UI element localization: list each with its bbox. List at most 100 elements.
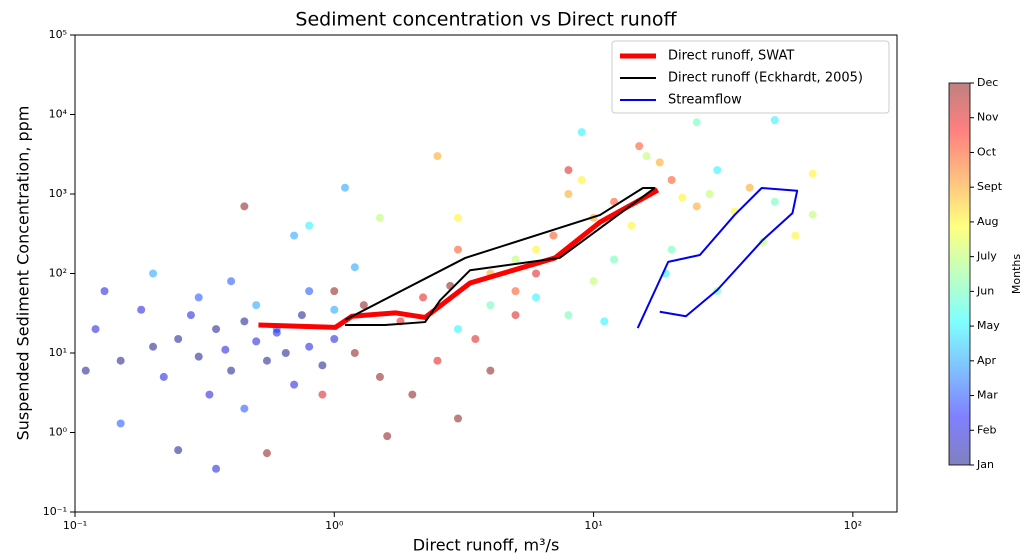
scatter-point [627, 221, 636, 230]
x-tick-label: 10⁰ [325, 519, 344, 532]
scatter-point [770, 116, 779, 125]
scatter-point [227, 277, 236, 286]
colorbar-tick-label: Dec [977, 76, 998, 89]
scatter-point [511, 311, 520, 320]
scatter-point [297, 311, 306, 320]
scatter-point [350, 263, 359, 272]
scatter-point [745, 183, 754, 192]
legend-label: Direct runoff (Eckhardt, 2005) [668, 71, 863, 86]
scatter-point [305, 342, 314, 351]
scatter-point [655, 158, 664, 167]
x-tick-label: 10¹ [584, 519, 602, 532]
scatter-point [511, 287, 520, 296]
y-axis-label: Suspended Sediment Concentration, ppm [14, 106, 33, 441]
scatter-point [227, 366, 236, 375]
scatter-point [678, 193, 687, 202]
scatter-point [330, 305, 339, 314]
colorbar-tick-label: Feb [977, 423, 996, 436]
scatter-point [564, 190, 573, 198]
scatter-point [511, 255, 520, 264]
scatter-point [600, 317, 609, 326]
scatter-point [149, 269, 158, 278]
scatter-point [205, 390, 214, 399]
scatter-point [667, 245, 676, 254]
scatter-point [692, 202, 701, 211]
scatter-point [577, 128, 586, 137]
y-tick-label: 10¹ [49, 346, 67, 359]
y-tick-label: 10⁵ [49, 28, 67, 41]
colorbar-tick-label: Jan [976, 458, 994, 471]
scatter-point [262, 356, 271, 365]
scatter-point [305, 221, 314, 230]
scatter-point [471, 335, 480, 344]
colorbar-tick-label: Apr [977, 354, 997, 367]
scatter-point [212, 325, 221, 334]
colorbar-tick-label: Mar [977, 389, 998, 402]
scatter-point [221, 345, 230, 354]
series-line [258, 187, 660, 330]
scatter-point [433, 152, 442, 161]
y-tick-label: 10⁻¹ [43, 505, 67, 518]
scatter-point [91, 325, 100, 334]
scatter-point [549, 231, 558, 240]
scatter-point [433, 356, 442, 365]
y-tick-label: 10⁴ [49, 108, 68, 121]
y-tick-label: 10² [49, 267, 67, 280]
scatter-point [564, 166, 573, 175]
scatter-point [194, 293, 203, 302]
series-line [344, 186, 656, 327]
scatter-point [635, 142, 644, 151]
scatter-point [577, 176, 586, 185]
colorbar-tick-label: May [977, 319, 1000, 332]
scatter-point [212, 464, 221, 473]
scatter-point [383, 432, 392, 441]
scatter-point [262, 449, 271, 458]
colorbar-tick-label: Oct [977, 145, 997, 158]
scatter-point [758, 237, 767, 246]
colorbar-label: Months [1010, 254, 1023, 294]
scatter-point [705, 190, 714, 198]
colorbar-tick-label: Nov [977, 111, 999, 124]
scatter-point [532, 269, 541, 278]
scatter-point [791, 231, 800, 240]
y-tick-label: 10³ [49, 187, 67, 200]
scatter-point [240, 202, 249, 211]
scatter-point [281, 349, 290, 357]
scatter-point [610, 197, 619, 206]
scatter-point [453, 325, 462, 334]
scatter-point [642, 152, 651, 161]
scatter-point [290, 231, 299, 240]
scatter-point [318, 390, 327, 399]
colorbar [948, 82, 971, 466]
scatter-point [174, 335, 183, 344]
scatter-point [808, 210, 817, 219]
x-tick-label: 10² [844, 519, 862, 532]
scatter-point [116, 419, 125, 428]
scatter-point [532, 245, 541, 254]
scatter-point [375, 372, 384, 381]
scatter-point [149, 342, 158, 351]
scatter-point [290, 380, 299, 389]
scatter-point [341, 183, 350, 192]
colorbar-tick-label: Jun [976, 284, 994, 297]
colorbar-tick-label: Sept [977, 180, 1003, 193]
scatter-point [330, 287, 339, 296]
scatter-point [194, 352, 203, 361]
scatter-point [532, 293, 541, 302]
legend-label: Direct runoff, SWAT [668, 49, 794, 64]
scatter-point [81, 366, 90, 375]
scatter-point [610, 255, 619, 264]
scatter-point [330, 335, 339, 344]
scatter-point [159, 372, 168, 381]
scatter-point [453, 414, 462, 423]
scatter-point [419, 293, 428, 302]
scatter-point [359, 301, 368, 310]
legend-box [611, 40, 890, 114]
scatter-point [137, 305, 146, 314]
scatter-point [486, 366, 495, 375]
scatter-point [808, 169, 817, 178]
scatter-point [453, 245, 462, 254]
scatter-point [174, 446, 183, 455]
scatter-point [305, 287, 314, 296]
scatter-point [770, 197, 779, 206]
